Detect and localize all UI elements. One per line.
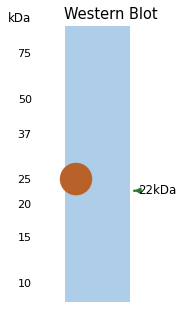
Text: 22kDa: 22kDa <box>139 184 177 197</box>
Title: Western Blot: Western Blot <box>64 7 158 22</box>
Bar <box>65 26 130 302</box>
Text: kDa: kDa <box>8 11 31 24</box>
Ellipse shape <box>60 163 92 195</box>
